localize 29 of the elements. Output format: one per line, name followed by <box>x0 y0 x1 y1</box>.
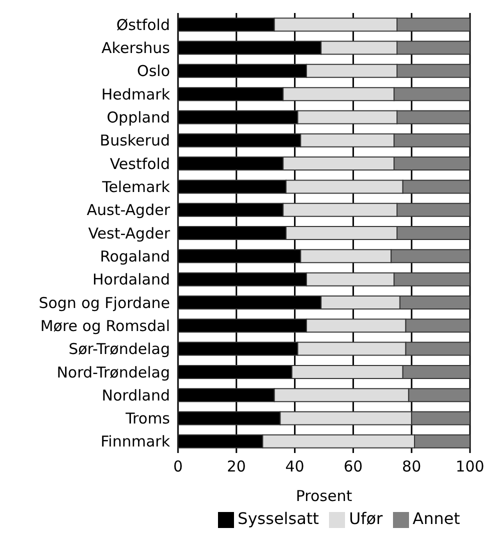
y-tick-label: Nordland <box>102 386 170 404</box>
x-tick-label: 60 <box>344 458 363 476</box>
y-tick-label: Møre og Romsdal <box>40 316 170 335</box>
y-tick-label: Sør-Trøndelag <box>68 340 170 358</box>
x-tick-label: 0 <box>173 458 183 476</box>
y-tick-label: Finnmark <box>100 432 170 451</box>
y-tick-label: Akershus <box>102 39 170 58</box>
x-tick-label: 80 <box>402 458 422 476</box>
y-tick-label: Oslo <box>137 62 170 80</box>
legend-label: Ufør <box>348 509 383 528</box>
legend-label: Sysselsatt <box>238 509 319 528</box>
y-tick-label: Nord-Trøndelag <box>56 363 170 382</box>
x-axis-title: Prosent <box>296 487 352 505</box>
y-tick-label: Sogn og Fjordane <box>38 294 170 312</box>
y-tick-label: Hordaland <box>92 270 170 289</box>
y-tick-label: Østfold <box>116 16 170 34</box>
y-tick-label: Oppland <box>106 108 170 127</box>
x-tick-label: 20 <box>226 458 246 476</box>
y-tick-label: Telemark <box>101 178 170 196</box>
legend-label: Annet <box>412 509 460 528</box>
y-tick-label: Hedmark <box>101 85 170 104</box>
y-tick-label: Vestfold <box>110 154 170 173</box>
y-tick-label: Aust-Agder <box>86 201 171 220</box>
x-tick-label: 40 <box>285 458 304 476</box>
y-tick-label: Vest-Agder <box>88 224 171 242</box>
y-tick-label: Rogaland <box>100 247 170 266</box>
y-tick-label: Buskerud <box>100 132 170 150</box>
y-tick-label: Troms <box>124 410 170 428</box>
x-tick-label: 100 <box>456 458 484 476</box>
